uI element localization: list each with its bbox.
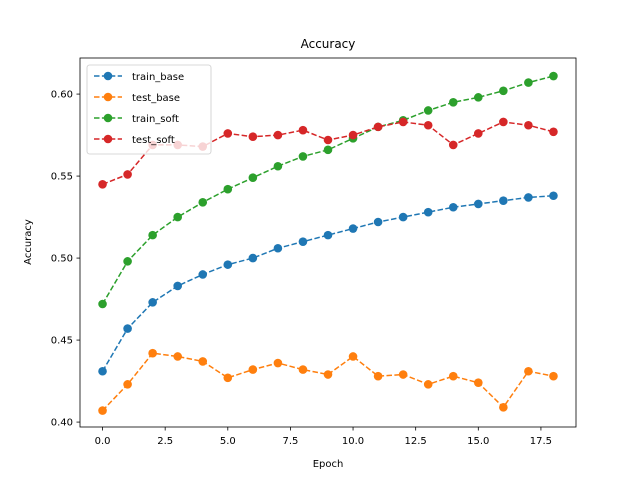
x-tick-label: 12.5	[405, 436, 427, 447]
data-point-test_base	[373, 371, 383, 381]
x-tick-label: 17.5	[530, 436, 552, 447]
data-point-test_soft	[423, 120, 433, 130]
data-point-train_soft	[223, 184, 233, 194]
data-point-test_base	[273, 358, 283, 368]
chart-title: Accuracy	[301, 37, 356, 51]
data-point-train_base	[448, 202, 458, 212]
data-point-test_base	[198, 357, 208, 366]
data-point-test_base	[173, 352, 182, 361]
data-point-train_base	[273, 243, 283, 253]
plot-area: 0.0 2.5 5.0 7.5 10.0 12.5 15.0 17.5 0.40 0.45 0.50…	[51, 57, 577, 447]
data-point-train_base	[348, 224, 358, 233]
data-point-test_base	[448, 371, 458, 381]
data-point-test_soft	[549, 127, 558, 137]
data-point-train_base	[373, 217, 383, 227]
legend-marker-train_soft	[103, 113, 113, 123]
legend-marker-train_base	[103, 71, 113, 81]
data-point-test_soft	[348, 130, 358, 140]
x-tick-label: 5.0	[220, 436, 236, 447]
data-point-test_soft	[248, 132, 258, 142]
data-point-test_base	[549, 371, 558, 381]
legend-label-test_soft: test_soft	[132, 135, 175, 146]
data-point-test_soft	[273, 130, 283, 140]
y-tick-label: 0.45	[51, 336, 73, 347]
data-point-train_base	[173, 281, 182, 291]
data-point-test_soft	[398, 117, 408, 127]
data-point-test_soft	[223, 129, 233, 138]
y-tick-label: 0.50	[51, 254, 73, 265]
data-point-test_base	[323, 370, 333, 379]
data-point-train_base	[248, 253, 258, 263]
data-point-train_base	[398, 212, 408, 222]
data-point-train_soft	[98, 299, 107, 309]
data-point-train_soft	[499, 86, 508, 96]
data-point-test_soft	[448, 140, 458, 150]
x-tick-label: 7.5	[282, 436, 298, 447]
data-point-train_soft	[549, 71, 558, 81]
data-point-train_soft	[148, 230, 157, 240]
data-point-test_soft	[524, 120, 533, 130]
data-point-train_soft	[323, 145, 333, 155]
y-tick-label: 0.40	[51, 418, 73, 429]
data-point-train_base	[499, 196, 508, 205]
data-point-train_base	[198, 270, 208, 279]
x-tick-label: 2.5	[157, 436, 173, 447]
data-point-train_base	[474, 199, 483, 209]
x-tick-label: 10.0	[342, 436, 364, 447]
legend-marker-test_base	[103, 92, 113, 102]
legend-label-test_base: test_base	[132, 93, 180, 104]
data-point-test_base	[298, 365, 308, 374]
data-point-train_base	[524, 193, 533, 202]
data-point-test_soft	[98, 179, 107, 189]
data-point-train_soft	[474, 93, 483, 102]
data-point-train_base	[298, 237, 308, 246]
legend-marker-test_soft	[103, 134, 113, 144]
data-point-test_base	[223, 373, 233, 383]
y-axis-label: Accuracy	[23, 219, 34, 265]
data-point-train_soft	[198, 198, 208, 207]
series-line-test_base	[102, 352, 554, 412]
data-point-test_base	[98, 406, 107, 415]
data-point-train_base	[123, 324, 132, 333]
axes-frame	[79, 57, 577, 428]
x-axis-label: Epoch	[313, 459, 344, 470]
data-point-test_soft	[373, 122, 383, 132]
data-point-train_soft	[448, 97, 458, 107]
data-point-train_base	[549, 191, 558, 201]
data-point-train_base	[423, 207, 433, 217]
data-point-test_base	[524, 366, 533, 376]
data-point-test_base	[348, 352, 358, 361]
y-tick-label: 0.60	[51, 90, 73, 101]
data-point-train_soft	[298, 152, 308, 161]
y-tick-label: 0.55	[51, 172, 73, 183]
legend-box	[86, 64, 212, 155]
data-point-train_soft	[248, 173, 258, 183]
data-point-train_base	[148, 298, 157, 307]
data-point-train_soft	[173, 212, 182, 222]
data-point-test_base	[499, 403, 508, 412]
data-point-test_base	[398, 370, 408, 379]
data-point-test_soft	[323, 135, 333, 145]
data-point-test_base	[474, 378, 483, 388]
data-point-test_base	[148, 348, 157, 358]
data-point-train_soft	[273, 161, 283, 171]
data-point-test_soft	[123, 170, 132, 179]
data-point-test_soft	[474, 129, 483, 138]
data-point-train_base	[323, 230, 333, 240]
data-point-train_soft	[423, 106, 433, 115]
data-point-test_base	[423, 380, 433, 389]
data-point-train_base	[98, 366, 107, 376]
data-point-train_soft	[123, 257, 132, 266]
legend-label-train_base: train_base	[132, 72, 184, 83]
data-point-train_soft	[524, 78, 533, 87]
legend-label-train_soft: train_soft	[132, 114, 179, 125]
data-point-test_soft	[499, 117, 508, 127]
data-point-train_base	[223, 260, 233, 269]
x-tick-label: 15.0	[467, 436, 489, 447]
data-point-test_soft	[298, 125, 308, 135]
data-point-test_base	[248, 365, 258, 374]
data-point-test_base	[123, 380, 132, 389]
x-tick-label: 0.0	[95, 436, 111, 447]
